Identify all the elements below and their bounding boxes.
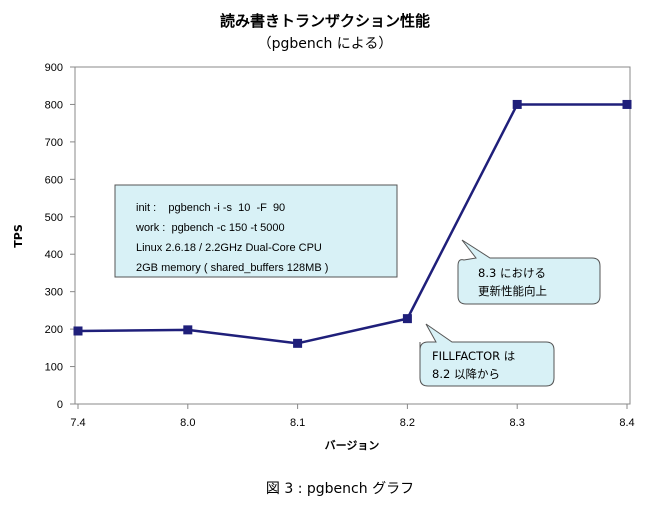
data-point-8-0	[183, 325, 193, 335]
info-line-memory: 2GB memory ( shared_buffers 128MB )	[136, 262, 328, 274]
callout-83: 8.3 における 更新性能向上	[457, 239, 601, 305]
data-point-8-2	[402, 314, 412, 324]
callout-fillfactor-bubble	[419, 323, 555, 387]
y-axis-label: TPS	[12, 224, 25, 248]
data-point-8-1	[293, 338, 303, 348]
chart-subtitle: （pgbench による）	[258, 36, 393, 52]
info-box: init : pgbench -i -s 10 -F 90 work : pgb…	[114, 184, 398, 278]
data-point-8-3	[512, 99, 522, 109]
data-point-8-4	[622, 99, 632, 109]
x-tick-label: 8.4	[619, 417, 634, 429]
figure-caption: 図 3 : pgbench グラフ	[266, 481, 414, 497]
data-point-7-4	[73, 326, 83, 336]
info-box-background	[114, 184, 398, 278]
callout-83-line-1: 8.3 における	[478, 266, 546, 280]
series-layer	[73, 99, 632, 348]
x-tick-label: 8.0	[180, 417, 195, 429]
x-tick-label: 8.2	[400, 417, 415, 429]
x-axis-ticks: 7.4 8.0 8.1 8.2 8.3 8.4	[70, 404, 635, 429]
callout-fillfactor-line-1: FILLFACTOR は	[432, 349, 515, 363]
chart-title: 読み書きトランザクション性能	[220, 12, 430, 30]
callout-fillfactor: FILLFACTOR は 8.2 以降から	[419, 323, 555, 387]
y-tick-label: 200	[45, 324, 63, 336]
y-tick-label: 100	[45, 362, 63, 374]
info-line-os: Linux 2.6.18 / 2.2GHz Dual-Core CPU	[136, 242, 322, 254]
info-line-work: work : pgbench -c 150 -t 5000	[135, 222, 285, 234]
x-tick-label: 7.4	[70, 417, 85, 429]
y-tick-label: 0	[57, 399, 63, 411]
x-tick-label: 8.1	[290, 417, 305, 429]
y-tick-label: 600	[45, 174, 63, 186]
callout-83-bubble	[457, 239, 601, 305]
y-tick-label: 400	[45, 249, 63, 261]
callout-fillfactor-line-2: 8.2 以降から	[432, 367, 500, 381]
y-tick-label: 500	[45, 212, 63, 224]
callout-83-line-2: 更新性能向上	[478, 284, 547, 298]
y-tick-label: 700	[45, 137, 63, 149]
x-axis-label: バージョン	[325, 439, 380, 452]
info-line-init: init : pgbench -i -s 10 -F 90	[136, 202, 285, 214]
y-tick-label: 800	[45, 99, 63, 111]
y-tick-label: 900	[45, 62, 63, 74]
y-axis-ticks: 0 100 200 300 400 500 600 700 800 900	[45, 62, 75, 411]
x-tick-label: 8.3	[510, 417, 525, 429]
y-tick-label: 300	[45, 287, 63, 299]
series-line	[77, 103, 627, 345]
